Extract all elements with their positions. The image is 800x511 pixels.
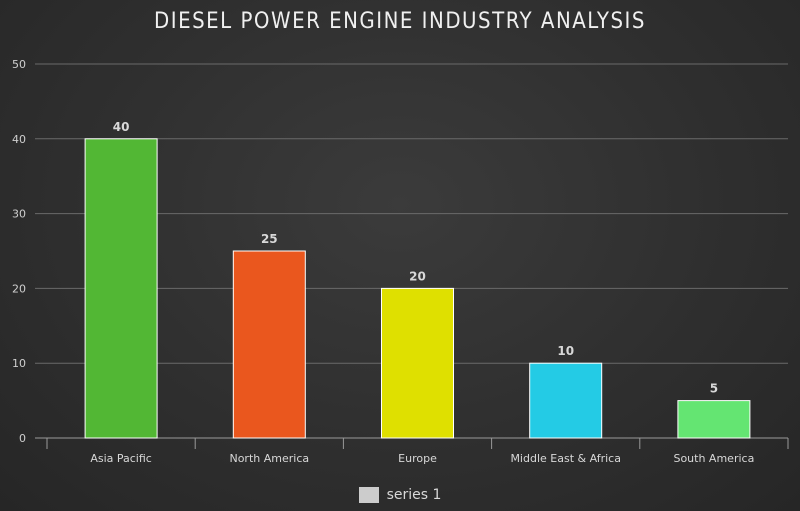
legend-swatch [358, 487, 379, 503]
data-label: 5 [710, 382, 718, 396]
y-tick-label: 10 [12, 357, 26, 370]
data-label: 25 [261, 232, 278, 246]
x-tick-label: Middle East & Africa [510, 452, 621, 465]
y-tick-label: 40 [12, 133, 26, 146]
legend[interactable]: series 1 [0, 487, 800, 503]
y-tick-label: 30 [12, 208, 26, 221]
bar [677, 400, 751, 439]
y-tick-label: 0 [19, 432, 26, 445]
bar [529, 362, 603, 439]
data-label: 20 [409, 269, 426, 283]
x-tick-label: North America [229, 452, 309, 465]
chart-plot-area: 0 10 20 30 40 50 40 Asia Pacific 25 North America… [12, 58, 789, 465]
bar [84, 138, 158, 439]
chart-title: DIESEL POWER ENGINE INDUSTRY ANALYSIS [154, 9, 646, 34]
x-tick-label: Europe [398, 452, 437, 465]
y-tick-label: 50 [12, 58, 26, 71]
x-tick-label: Asia Pacific [90, 452, 152, 465]
x-tick-label: South America [673, 452, 754, 465]
bar [381, 287, 454, 439]
data-label: 10 [557, 344, 574, 358]
legend-label: series 1 [386, 487, 442, 503]
y-tick-label: 20 [12, 282, 26, 295]
data-label: 40 [113, 120, 130, 134]
bar [232, 250, 306, 439]
